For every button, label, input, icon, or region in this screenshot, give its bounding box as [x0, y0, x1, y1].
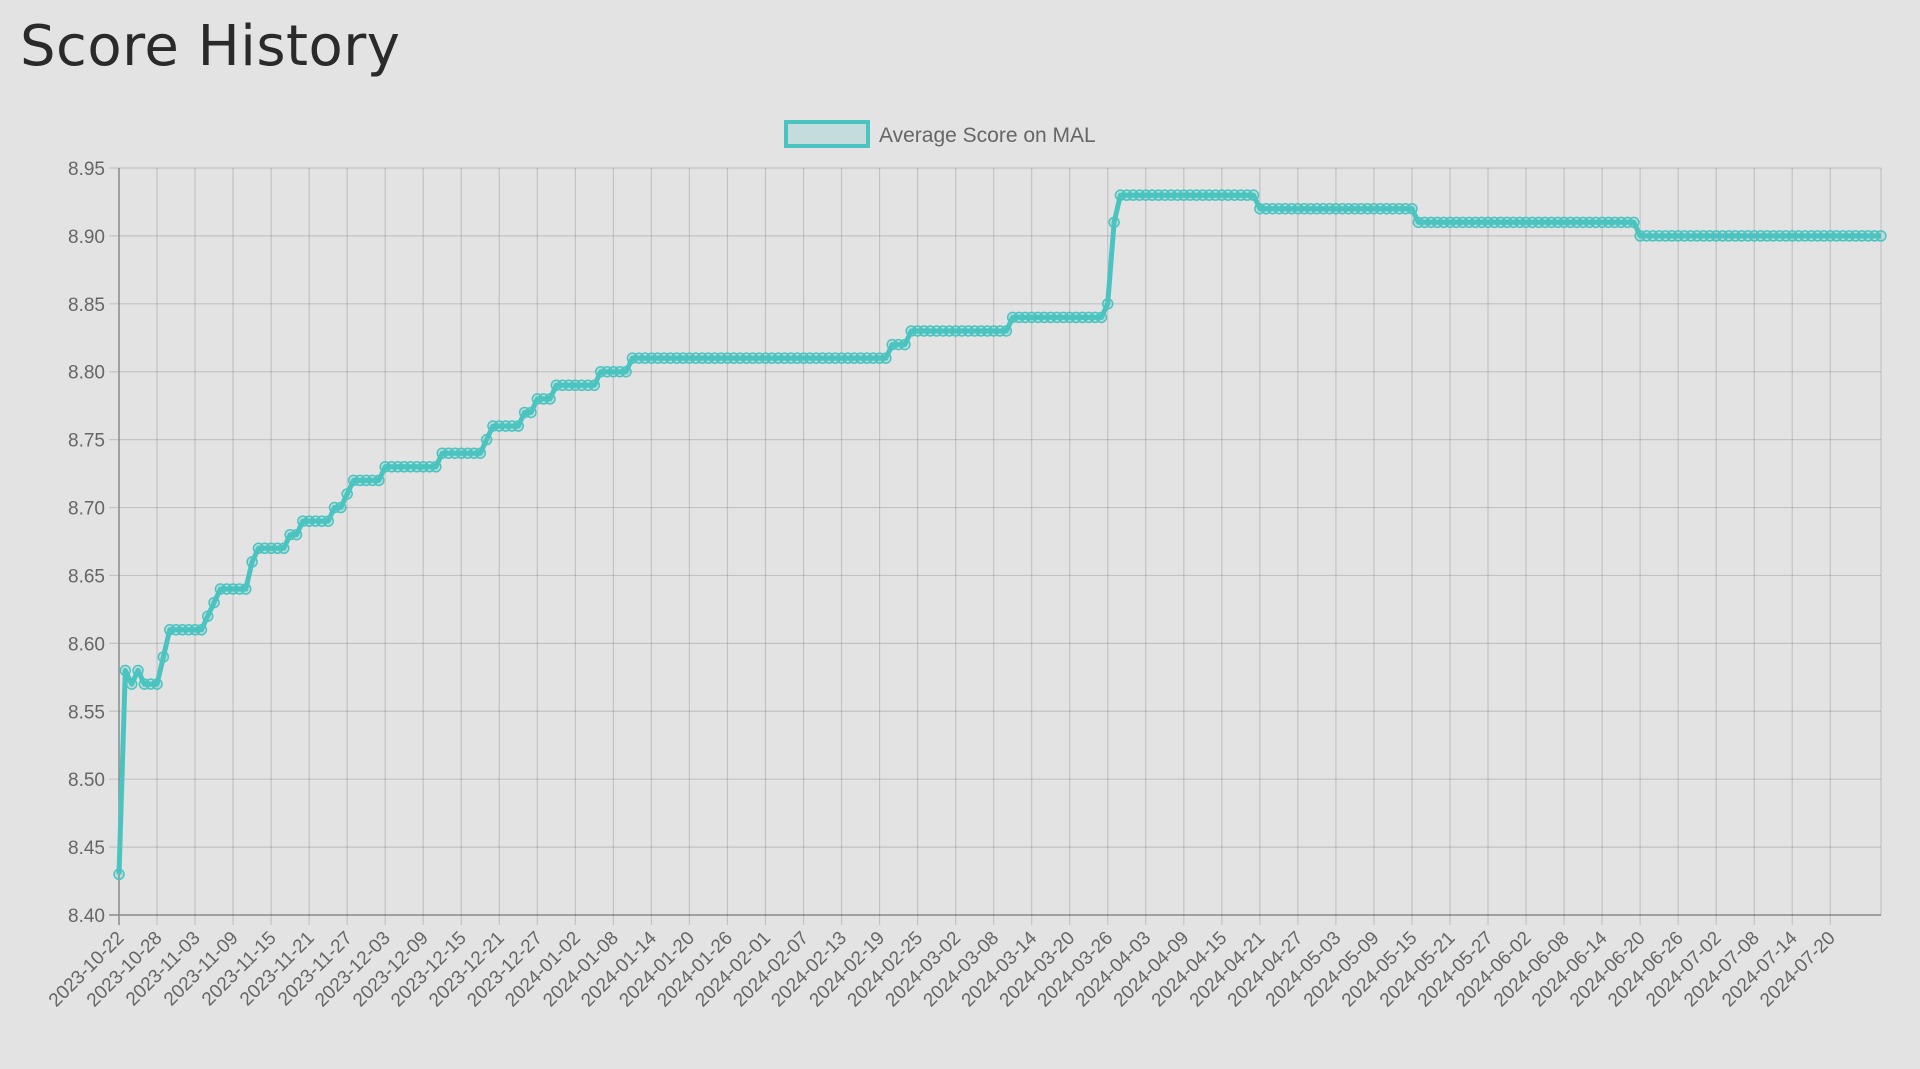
data-point[interactable] — [240, 583, 252, 595]
legend-label: Average Score on MAL — [879, 124, 1096, 147]
y-tick-label: 8.50 — [68, 770, 105, 791]
grid — [109, 167, 1882, 925]
y-tick-label: 8.45 — [68, 838, 105, 859]
data-point[interactable] — [480, 433, 493, 446]
data-point[interactable] — [290, 528, 303, 541]
data-point[interactable] — [208, 596, 220, 609]
data-point[interactable] — [899, 338, 911, 351]
data-point[interactable] — [246, 556, 258, 568]
page-title: Score History — [20, 14, 401, 79]
y-tick-label: 8.80 — [68, 363, 105, 384]
data-point[interactable] — [544, 393, 556, 405]
data-point[interactable] — [278, 542, 290, 555]
legend[interactable]: Average Score on MAL — [784, 120, 1096, 148]
y-tick-label: 8.55 — [68, 702, 105, 723]
data-point[interactable] — [132, 664, 144, 677]
series-line-average-score — [116, 192, 1881, 875]
data-point[interactable] — [201, 610, 214, 622]
data-point[interactable] — [1108, 216, 1120, 229]
data-point[interactable] — [322, 515, 334, 527]
data-point[interactable] — [1406, 202, 1418, 215]
y-tick-label: 8.65 — [68, 566, 105, 587]
data-point[interactable] — [151, 678, 163, 690]
data-point[interactable] — [1101, 298, 1114, 310]
data-point[interactable] — [430, 461, 442, 473]
data-point[interactable] — [1875, 230, 1887, 242]
data-point[interactable] — [125, 678, 138, 690]
y-tick-label: 8.40 — [68, 906, 105, 927]
y-tick-label: 8.75 — [68, 431, 105, 452]
y-tick-label: 8.70 — [68, 499, 105, 520]
data-point[interactable] — [474, 447, 487, 459]
y-tick-label: 8.95 — [68, 159, 105, 180]
data-point[interactable] — [341, 488, 353, 500]
data-point[interactable] — [512, 420, 525, 432]
y-tick-label: 8.85 — [68, 295, 105, 316]
data-point[interactable] — [588, 379, 601, 392]
data-point[interactable] — [1000, 325, 1013, 337]
data-point[interactable] — [119, 664, 132, 677]
data-point[interactable] — [157, 651, 170, 663]
y-tick-label: 8.90 — [68, 227, 105, 248]
data-point[interactable] — [620, 365, 632, 378]
data-point[interactable] — [373, 474, 385, 487]
y-tick-label: 8.60 — [68, 634, 105, 655]
data-point[interactable] — [1628, 216, 1640, 229]
data-point[interactable] — [195, 624, 208, 636]
y-axis: 8.40 8.45 8.50 8.55 8.60 8.65 8.70 8.75 8.80 8.85… — [68, 159, 105, 927]
data-point[interactable] — [335, 501, 347, 514]
data-point[interactable] — [1095, 311, 1108, 324]
data-point[interactable] — [113, 868, 125, 881]
data-point[interactable] — [880, 352, 892, 364]
data-point[interactable] — [1247, 189, 1260, 201]
x-axis: 2023-10-222023-10-282023-11-032023-11-09… — [45, 927, 1840, 1011]
series-points — [113, 189, 1887, 881]
legend-swatch — [784, 120, 870, 148]
data-point[interactable] — [525, 406, 537, 419]
